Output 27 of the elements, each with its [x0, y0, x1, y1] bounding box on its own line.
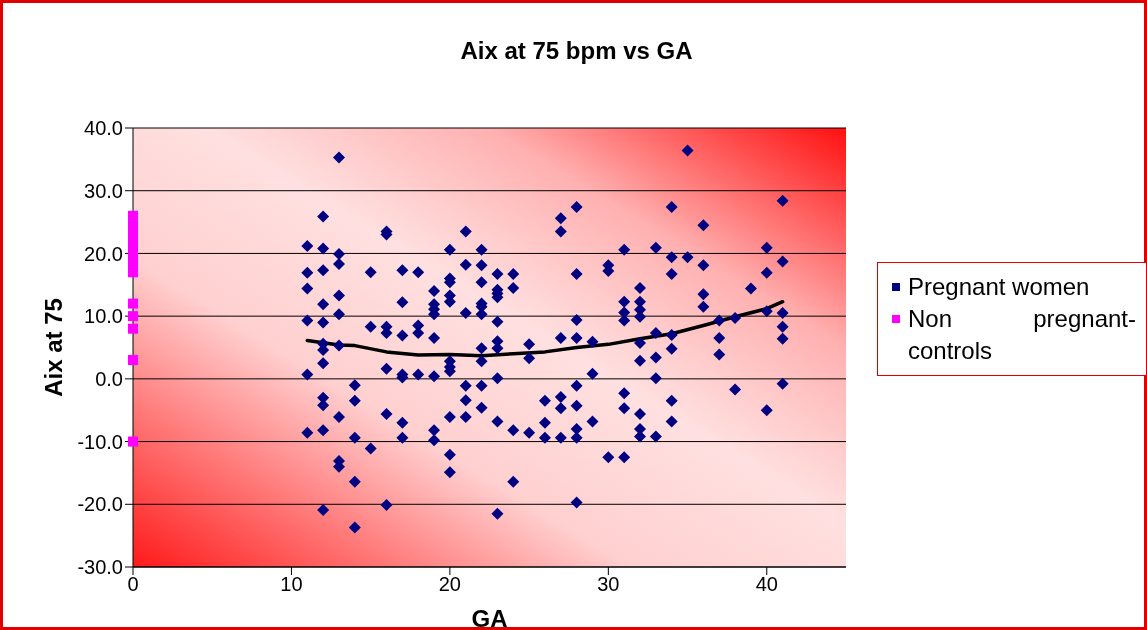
point — [128, 355, 138, 366]
y-tick-label: 10.0 — [84, 305, 123, 328]
point — [128, 323, 138, 334]
y-axis-title: Aix at 75 — [39, 298, 67, 397]
legend-label: Non pregnant-controls — [908, 304, 1136, 366]
point — [128, 220, 138, 231]
y-tick-label: 0.0 — [95, 367, 123, 390]
point — [128, 311, 138, 322]
x-tick-label: 40 — [755, 573, 778, 596]
y-tick-label: 40.0 — [84, 117, 123, 140]
x-tick-label: 20 — [438, 573, 462, 596]
y-tick-label: -10.0 — [77, 430, 123, 453]
y-tick-label: 20.0 — [84, 242, 123, 265]
y-tick-label: -30.0 — [77, 556, 123, 579]
point — [128, 436, 138, 447]
x-tick-label: 30 — [597, 573, 620, 596]
y-tick-label: 30.0 — [84, 179, 123, 202]
point — [128, 298, 138, 309]
legend-label: Pregnant women — [908, 272, 1091, 302]
point — [128, 210, 138, 221]
x-axis-title: GA — [471, 605, 508, 630]
chart-title: Aix at 75 bpm vs GA — [459, 37, 694, 65]
y-tick-label: -20.0 — [77, 493, 123, 516]
x-tick-label: 10 — [280, 573, 303, 596]
point — [128, 257, 138, 268]
x-tick-label: 0 — [127, 573, 139, 596]
point — [128, 267, 138, 278]
